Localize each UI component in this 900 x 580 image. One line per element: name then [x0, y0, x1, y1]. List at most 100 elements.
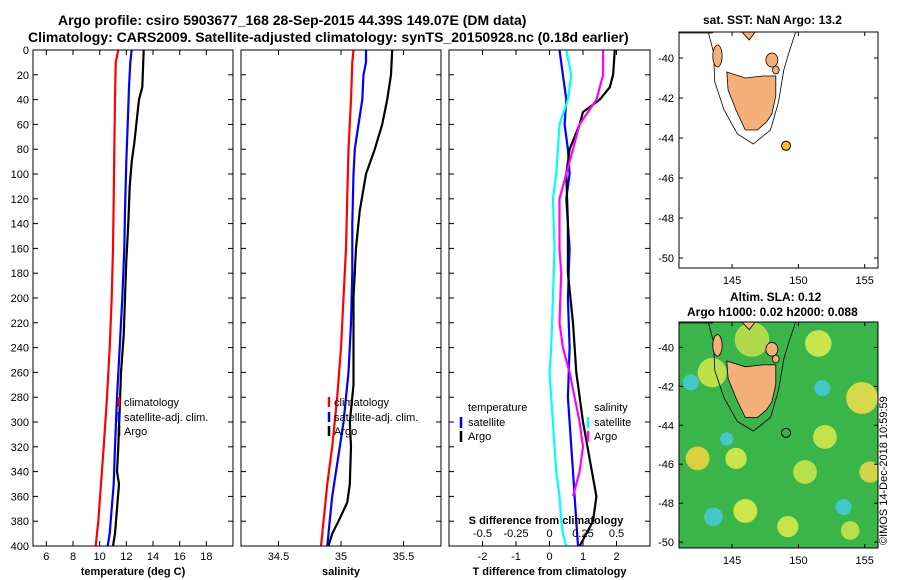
sla_map-ytick-label: -42 — [658, 381, 674, 393]
sal-diff-tick-label: -0.25 — [503, 528, 528, 540]
sla-negative-blob — [835, 499, 852, 516]
sla-map-title: Altim. SLA: 0.12 — [730, 290, 822, 304]
sla_map-argo-marker — [781, 427, 792, 438]
sla_map-mainland — [679, 322, 756, 331]
sla-anomaly-blob — [697, 358, 727, 388]
figure-title-line2: Climatology: CARS2009. Satellite-adjuste… — [28, 29, 629, 45]
temperature-legend-label: climatology — [124, 397, 180, 409]
depth-tick-label: 60 — [17, 119, 29, 131]
island — [772, 65, 780, 75]
sst_map-ytick-label: -40 — [658, 53, 674, 65]
sla_map-ytick-label: -48 — [658, 498, 674, 510]
sla-anomaly-blob — [840, 521, 860, 540]
temperature-xtick-label: 12 — [120, 551, 132, 563]
depth-tick-label: 200 — [11, 293, 29, 305]
sla-anomaly-blob — [777, 515, 799, 538]
differences-frame — [448, 49, 651, 547]
temperature-xlabel: temperature (deg C) — [81, 566, 186, 578]
depth-tick-label: 20 — [17, 70, 29, 82]
temp-diff-legend-label: satellite — [468, 417, 505, 429]
sst_map-content — [679, 32, 797, 151]
salinity-frame — [240, 49, 442, 547]
temp-diff-legend-title: temperature — [468, 402, 527, 414]
sla_map-frame — [678, 321, 879, 549]
sst_map-ytick-label: -48 — [658, 213, 674, 225]
sst_map-mainland — [679, 32, 756, 41]
depth-tick-label: 0 — [23, 45, 29, 57]
temperature-xtick-label: 14 — [147, 551, 159, 563]
sla-anomaly-blob — [734, 322, 770, 357]
temp-diff-legend-label: Argo — [468, 431, 491, 443]
depth-tick-label: 120 — [11, 194, 29, 206]
island — [765, 52, 779, 68]
sst_map-xtick-label: 150 — [789, 275, 807, 287]
island — [772, 354, 780, 364]
sla_map-shelf-contour — [707, 322, 797, 432]
differences-series-salinity-satellite — [548, 50, 573, 546]
depth-tick-label: 100 — [11, 169, 29, 181]
sal-diff-tick-label: 0.25 — [572, 528, 593, 540]
temperature-series-satellite-adj-clim- — [106, 50, 133, 546]
depth-tick-label: 140 — [11, 219, 29, 231]
depth-tick-label: 280 — [11, 392, 29, 404]
salinity-legend-label: climatology — [334, 397, 390, 409]
depth-tick-label: 360 — [11, 491, 29, 503]
depth-tick-label: 220 — [11, 318, 29, 330]
temperature-xtick-label: 8 — [70, 551, 76, 563]
sst_map-xtick-label: 145 — [723, 275, 741, 287]
depth-tick-label: 40 — [17, 95, 29, 107]
differences-xtick-label: 0 — [546, 551, 552, 563]
sla_map-xtick-label: 145 — [723, 555, 741, 567]
temperature-frame — [32, 49, 234, 547]
island — [712, 334, 723, 357]
sla_map-ytick-label: -46 — [658, 459, 674, 471]
figure-title-line1: Argo profile: csiro 5903677_168 28-Sep-2… — [58, 12, 527, 28]
salinity-legend-label: Argo — [334, 426, 357, 438]
depth-tick-label: 320 — [11, 442, 29, 454]
differences-xtick-label: 1 — [580, 551, 586, 563]
depth-tick-label: 240 — [11, 343, 29, 355]
salinity-series-satellite-adj-clim- — [326, 50, 368, 546]
differences-series-temperature-argo — [565, 50, 616, 546]
sla-anomaly-blob — [859, 461, 878, 483]
temperature-legend-label: satellite-adj. clim. — [124, 412, 208, 424]
sal-diff-tick-label: 0 — [546, 528, 552, 540]
sst_map-shelf-contour — [707, 32, 797, 145]
salinity-series-argo — [327, 50, 394, 546]
sal-diff-tick-label: -0.5 — [473, 528, 492, 540]
sst_map-ytick-label: -42 — [658, 93, 674, 105]
depth-tick-label: 300 — [11, 417, 29, 429]
sla_map-content — [679, 322, 878, 548]
sal-diff-tick-label: 0.5 — [609, 528, 624, 540]
depth-tick-label: 80 — [17, 144, 29, 156]
sst_map-frame — [678, 31, 879, 269]
temperature-xtick-label: 18 — [200, 551, 212, 563]
differences-xtick-label: -1 — [511, 551, 521, 563]
salinity-xtick-label: 34.5 — [268, 551, 289, 563]
sst_map-argo-marker — [781, 140, 792, 151]
sst_map-ytick-label: -50 — [658, 253, 674, 265]
sla-anomaly-blob — [733, 499, 758, 523]
differences-series-temperature-satellite — [558, 50, 580, 546]
temperature-xtick-label: 10 — [94, 551, 106, 563]
sla-negative-blob — [720, 432, 734, 446]
temperature-legend-label: Argo — [124, 426, 147, 438]
sla-anomaly-blob — [812, 425, 837, 449]
sla-anomaly-blob — [793, 460, 817, 484]
sla-negative-blob — [814, 380, 831, 397]
island — [765, 342, 779, 357]
island — [712, 44, 723, 68]
depth-tick-label: 400 — [11, 541, 29, 553]
sla-negative-blob — [682, 374, 699, 391]
sla_map-xtick-label: 150 — [789, 555, 807, 567]
sal-diff-legend-label: Argo — [594, 431, 617, 443]
sla-map-subtitle: Argo h1000: 0.02 h2000: 0.088 — [687, 305, 858, 319]
salinity-series-climatology — [319, 50, 355, 546]
depth-tick-label: 180 — [11, 268, 29, 280]
salinity-xtick-label: 35 — [335, 551, 347, 563]
sla_map-ytick-label: -50 — [658, 537, 674, 549]
differences-series-salinity-argo — [558, 50, 605, 497]
sla-anomaly-blob — [725, 447, 747, 469]
temperature-xtick-label: 16 — [174, 551, 186, 563]
